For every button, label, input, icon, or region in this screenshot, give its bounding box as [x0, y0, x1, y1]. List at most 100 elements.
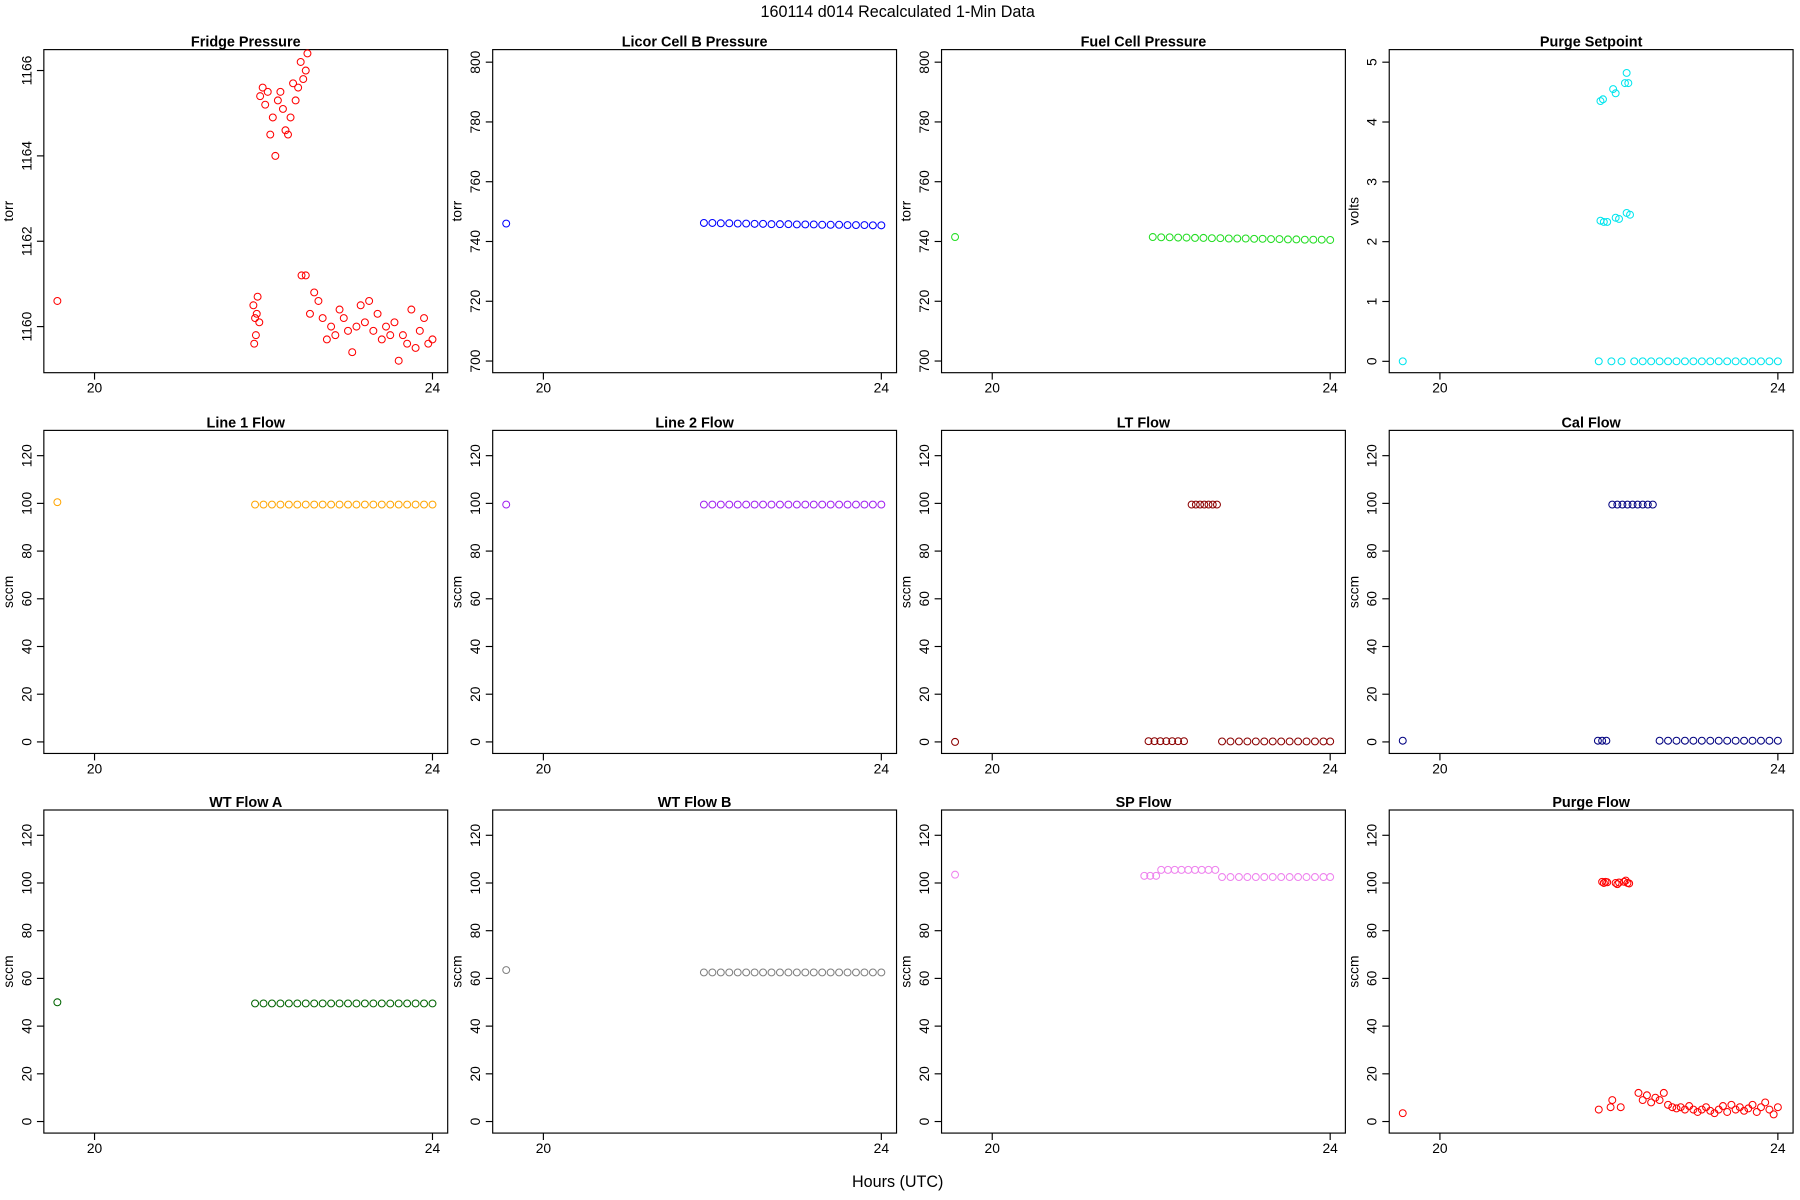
point: [1191, 865, 1199, 874]
point: [291, 96, 300, 105]
point: [314, 297, 323, 305]
point: [835, 220, 844, 229]
point: [1773, 1103, 1782, 1112]
point: [1593, 736, 1602, 745]
point: [1599, 879, 1608, 887]
point: [742, 968, 751, 977]
y-tick-label: 0: [916, 1117, 932, 1125]
point: [1769, 1110, 1778, 1119]
point: [335, 305, 344, 314]
y-tick-label: 80: [467, 543, 483, 559]
point: [1655, 357, 1664, 366]
y-tick-label: 120: [916, 823, 932, 846]
y-tick-label: 120: [18, 823, 34, 846]
point: [267, 999, 276, 1008]
point: [868, 968, 877, 977]
point: [818, 968, 827, 977]
point: [733, 968, 742, 977]
point: [733, 219, 742, 228]
point: [1251, 737, 1260, 746]
point: [1697, 1105, 1706, 1114]
y-tick-label: 780: [916, 110, 932, 133]
point: [1638, 357, 1647, 366]
point: [1174, 233, 1183, 242]
point: [1309, 235, 1318, 244]
point: [784, 968, 793, 977]
point: [294, 83, 303, 92]
y-tick-label: 40: [18, 1018, 34, 1034]
point: [1756, 736, 1765, 745]
x-tick-label: 20: [87, 1140, 103, 1156]
panel: Licor Cell B Pressure torr 20 24 700 720 740 76…: [449, 35, 898, 396]
point: [1611, 879, 1620, 887]
y-tick-label: 0: [916, 738, 932, 746]
point: [1618, 500, 1627, 509]
y-tick-label: 40: [1364, 639, 1380, 655]
x-tick-label: 24: [1322, 1140, 1338, 1156]
point: [398, 331, 407, 340]
point: [301, 271, 310, 280]
point: [394, 999, 403, 1008]
point: [1599, 217, 1608, 226]
y-tick-label: 700: [916, 349, 932, 372]
point: [1234, 737, 1243, 746]
point: [1615, 214, 1624, 223]
point: [1608, 1096, 1617, 1105]
point: [1727, 1100, 1736, 1109]
y-tick-label: 0: [467, 738, 483, 746]
point: [1672, 357, 1681, 366]
point: [271, 151, 280, 160]
point: [1613, 500, 1622, 509]
point: [1285, 873, 1294, 882]
y-axis-label: torr: [898, 200, 914, 221]
x-tick-label: 20: [1432, 1140, 1448, 1156]
point: [1647, 1098, 1656, 1107]
point: [750, 500, 759, 509]
point: [289, 79, 298, 88]
point: [1148, 233, 1157, 241]
point: [1718, 1102, 1727, 1111]
point: [1208, 500, 1217, 509]
point: [1607, 357, 1616, 366]
point: [759, 219, 768, 228]
point: [1196, 500, 1205, 509]
point: [826, 500, 835, 509]
point: [725, 968, 734, 977]
panel: Fuel Cell Pressure torr 20 24 700 720 740 760 78…: [898, 35, 1346, 396]
y-tick-label: 780: [467, 110, 483, 133]
point: [725, 219, 734, 228]
panel-title: Fridge Pressure: [191, 35, 301, 51]
point: [1693, 1108, 1702, 1116]
x-tick-label: 24: [874, 760, 890, 776]
y-tick-label: 120: [1364, 444, 1380, 467]
plot-frame: [492, 49, 898, 374]
point: [251, 314, 260, 323]
point: [1773, 736, 1782, 745]
point: [1608, 500, 1617, 509]
point: [259, 500, 268, 509]
y-tick-label: 40: [1364, 1018, 1380, 1034]
y-tick-label: 0: [1364, 1117, 1380, 1125]
point: [1243, 873, 1252, 882]
y-tick-label: 60: [1364, 591, 1380, 607]
point: [1207, 234, 1216, 243]
point: [951, 737, 960, 746]
point: [1218, 873, 1227, 882]
point: [386, 331, 395, 340]
y-tick-label: 2: [1364, 238, 1380, 246]
panel: WT Flow A sccm 20 24 0 20 40 60 80 100 120: [0, 795, 449, 1156]
point: [1603, 878, 1612, 887]
point: [835, 968, 844, 977]
panel-title: Line 2 Flow: [655, 415, 734, 431]
point: [1300, 235, 1309, 244]
point: [411, 999, 420, 1008]
y-tick-label: 20: [916, 1066, 932, 1082]
point: [868, 221, 877, 230]
point: [1706, 1106, 1715, 1115]
point: [1310, 737, 1319, 746]
point: [327, 999, 336, 1008]
y-tick-label: 0: [18, 1117, 34, 1125]
point: [1150, 737, 1159, 746]
point: [502, 219, 511, 228]
point: [1655, 1096, 1664, 1105]
